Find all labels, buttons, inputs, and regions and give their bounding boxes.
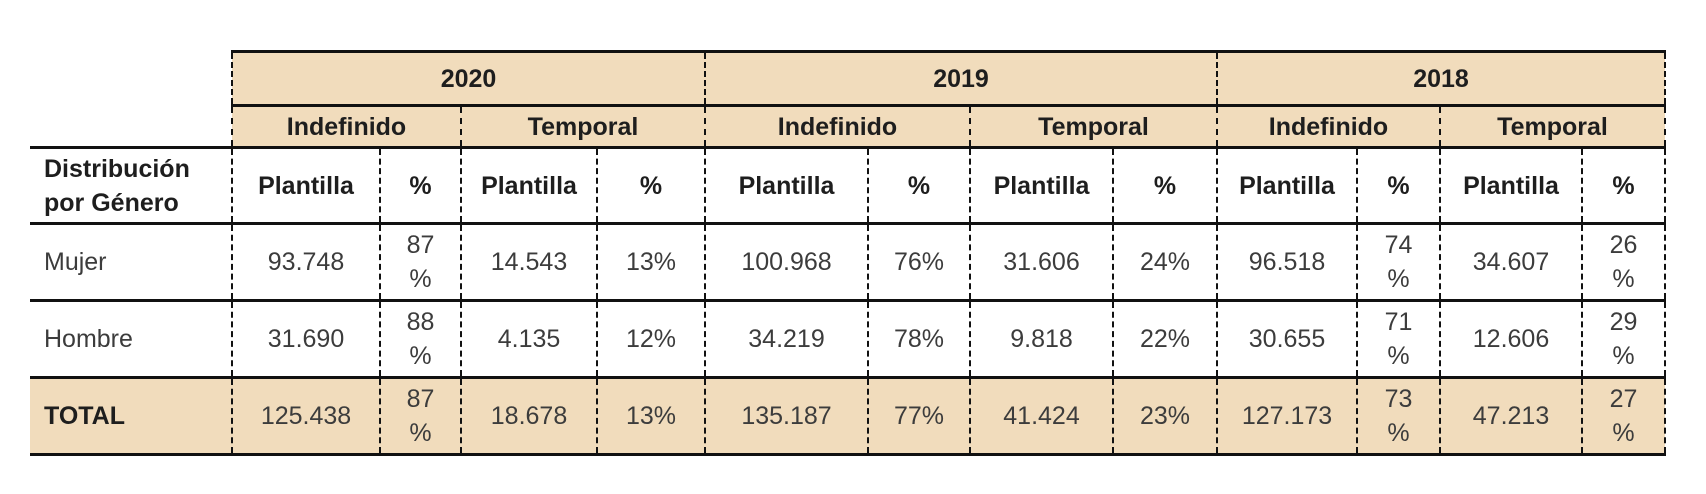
column-header: Plantilla [1216,147,1358,225]
table-cell: 71 % [1356,300,1441,379]
table-row: Mujer 93.748 87 % 14.543 13% 100.968 76% 31.606… [30,223,1666,302]
year-header: 2019 [704,50,1218,107]
year-header: 2020 [231,50,706,107]
table-cell: 23% [1112,377,1218,456]
column-header-row: Distribución por Género Plantilla% Plantil… [30,147,1666,225]
table-cell: 27 % [1581,377,1666,456]
table-cell: 96.518 [1216,223,1358,302]
table-cell: 12.606 [1439,300,1583,379]
table-cell: 93.748 [231,223,381,302]
table-cell: 78% [867,300,971,379]
table-cell: 41.424 [969,377,1114,456]
table-cell: 77% [867,377,971,456]
column-header: % [1112,147,1218,225]
contract-type-header: Temporal [460,105,706,149]
column-header: % [867,147,971,225]
table-cell: 74 % [1356,223,1441,302]
table-cell: 14.543 [460,223,598,302]
cell-value: 74 % [1384,231,1413,293]
row-label: Mujer [30,223,233,302]
column-header: Plantilla [231,147,381,225]
table-cell: 88 % [379,300,462,379]
corner-label: Distribución por Género [30,147,233,225]
empty-corner [30,105,233,149]
table-cell: 12% [596,300,706,379]
contract-type-row: Indefinido Temporal Indefinido Temporal Inde… [30,105,1666,149]
column-header: Plantilla [704,147,869,225]
table-cell: 22% [1112,300,1218,379]
contract-type-header: Indefinido [704,105,971,149]
row-label: Hombre [30,300,233,379]
table-cell: 47.213 [1439,377,1583,456]
column-header: % [1356,147,1441,225]
table-cell: 34.219 [704,300,869,379]
table-cell: 13% [596,223,706,302]
contract-type-header: Temporal [969,105,1218,149]
table-cell: 13% [596,377,706,456]
table-cell: 4.135 [460,300,598,379]
gender-distribution-table: 2020 2019 2018 Indefinido Temporal Indefinido… [30,50,1666,456]
column-header: % [596,147,706,225]
cell-value: 26 % [1609,231,1638,293]
table-cell: 76% [867,223,971,302]
table-cell: 18.678 [460,377,598,456]
table-cell: 73 % [1356,377,1441,456]
table-cell: 24% [1112,223,1218,302]
table-cell: 87 % [379,223,462,302]
contract-type-header: Indefinido [231,105,462,149]
cell-value: 73 % [1384,385,1413,447]
column-header: Plantilla [460,147,598,225]
table-cell: 100.968 [704,223,869,302]
total-row: TOTAL 125.438 87 % 18.678 13% 135.187 77% 41.42… [30,377,1666,456]
cell-value: 71 % [1384,308,1413,370]
cell-value: 87 % [406,231,435,293]
table-cell: 87 % [379,377,462,456]
cell-value: 87 % [406,385,435,447]
contract-type-header: Indefinido [1216,105,1441,149]
table-cell: 135.187 [704,377,869,456]
table-cell: 125.438 [231,377,381,456]
column-header: % [1581,147,1666,225]
contract-type-header: Temporal [1439,105,1666,149]
table-row: Hombre 31.690 88 % 4.135 12% 34.219 78% 9.818 22… [30,300,1666,379]
table-cell: 31.606 [969,223,1114,302]
table-cell: 9.818 [969,300,1114,379]
cell-value: 88 % [406,308,435,370]
year-header: 2018 [1216,50,1666,107]
row-label: TOTAL [30,377,233,456]
table-cell: 29 % [1581,300,1666,379]
table-cell: 26 % [1581,223,1666,302]
year-header-row: 2020 2019 2018 [30,50,1666,107]
table-cell: 127.173 [1216,377,1358,456]
cell-value: 27 % [1609,385,1638,447]
cell-value: 29 % [1609,308,1638,370]
column-header: Plantilla [1439,147,1583,225]
empty-corner [30,51,233,106]
table-cell: 31.690 [231,300,381,379]
column-header: Plantilla [969,147,1114,225]
table-cell: 30.655 [1216,300,1358,379]
column-header: % [379,147,462,225]
table-cell: 34.607 [1439,223,1583,302]
